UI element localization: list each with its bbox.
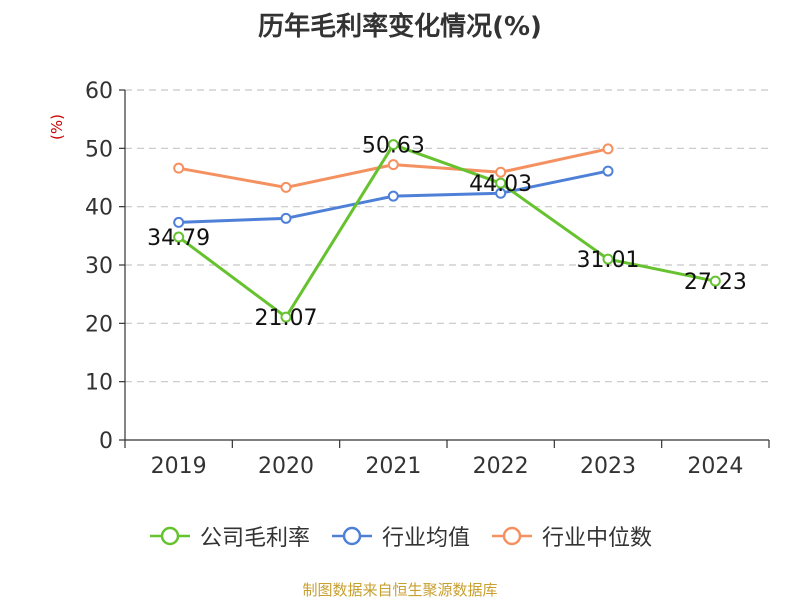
data-point <box>602 143 614 155</box>
data-point <box>495 166 507 178</box>
x-tick-label: 2024 <box>687 454 743 479</box>
data-point <box>602 253 614 265</box>
data-point <box>173 231 185 243</box>
data-point <box>602 165 614 177</box>
y-tick-label: 30 <box>85 254 113 279</box>
series-line <box>177 143 716 319</box>
y-tick-label: 0 <box>99 429 113 454</box>
data-point <box>173 216 185 228</box>
data-label: 34.79 <box>147 226 210 251</box>
data-point <box>173 162 185 174</box>
data-point <box>495 187 507 199</box>
data-point <box>280 181 292 193</box>
legend-swatch-icon <box>492 526 532 546</box>
chart-title: 历年毛利率变化情况(%) <box>258 12 542 42</box>
x-tick-label: 2023 <box>580 454 636 479</box>
legend-item-industry-median[interactable]: 行业中位数 <box>490 520 652 552</box>
data-label: 31.01 <box>577 248 640 273</box>
legend-swatch-icon <box>331 526 372 546</box>
legend-label: 行业中位数 <box>542 526 653 551</box>
y-tick-label: 10 <box>85 371 113 396</box>
x-tick-label: 2020 <box>258 454 314 479</box>
legend-swatch-icon <box>149 526 190 546</box>
y-tick-label: 40 <box>85 196 113 221</box>
data-point <box>709 275 721 287</box>
data-label: 21.07 <box>255 306 318 331</box>
legend-item-company-gross-margin[interactable]: 公司毛利率 <box>148 520 310 552</box>
data-label: 27.23 <box>684 270 747 295</box>
legend-item-industry-mean[interactable]: 行业均值 <box>330 520 470 552</box>
data-point <box>387 159 399 171</box>
legend-label: 公司毛利率 <box>199 526 310 551</box>
data-point <box>495 177 507 189</box>
y-tick-label: 50 <box>85 137 113 162</box>
data-point <box>387 190 399 202</box>
x-tick-label: 2022 <box>473 454 529 479</box>
legend-label: 行业均值 <box>381 526 470 551</box>
data-point <box>387 139 399 151</box>
y-tick-label: 20 <box>85 312 113 337</box>
data-label: 44.03 <box>469 172 532 197</box>
data-label: 50.63 <box>362 134 425 159</box>
data-point <box>280 212 292 224</box>
legend: 公司毛利率 行业均值 行业中位数 <box>0 520 800 552</box>
y-tick-label: 60 <box>85 79 113 104</box>
data-point <box>280 311 292 323</box>
y-axis-unit: (%) <box>48 114 66 140</box>
source-note: 制图数据来自恒生聚源数据库 <box>302 581 498 599</box>
x-tick-label: 2021 <box>365 454 421 479</box>
x-tick-label: 2019 <box>151 454 207 479</box>
